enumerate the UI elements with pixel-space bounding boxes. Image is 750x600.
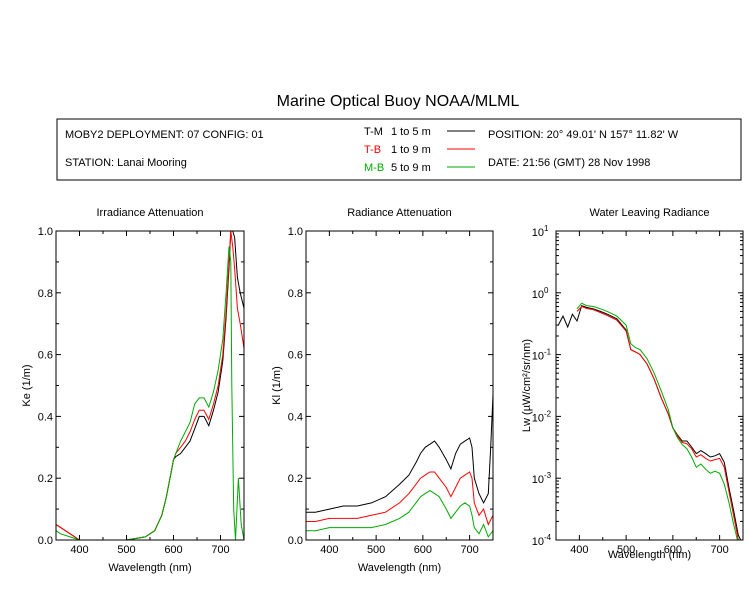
station-label: STATION: Lanai Mooring	[65, 157, 187, 169]
y-tick-base: 10	[532, 351, 544, 363]
x-tick-label: 700	[460, 544, 478, 556]
series-line-t-m	[56, 231, 244, 540]
y-tick-label: 10	[532, 351, 544, 363]
plot-frame	[55, 230, 245, 541]
series-line-t-b	[576, 305, 739, 540]
y-tick-base: 10	[532, 536, 544, 548]
series-line-m-b	[306, 490, 493, 538]
series-line-m-b	[56, 246, 244, 540]
y-axis-label: Ke (1/m)	[21, 364, 33, 406]
y-tick-label: 10	[532, 227, 544, 239]
y-tick-exponent: 0	[544, 286, 549, 295]
x-tick-label: 500	[367, 544, 385, 556]
y-tick-label: 0.0	[38, 535, 53, 547]
y-tick-label: 1.0	[38, 226, 53, 238]
x-tick-label: 400	[570, 544, 588, 556]
chart-panel-1: Irradiance Attenuation 400 500 600 700 0.0 0.2…	[21, 207, 245, 574]
series-group	[306, 394, 493, 538]
panel-title: Water Leaving Radiance	[589, 207, 709, 219]
y-tick-exponent: -3	[544, 471, 552, 480]
x-axis-label: Wavelength (nm)	[108, 562, 191, 574]
series-line-t-m	[557, 304, 742, 540]
x-tick-label: 600	[164, 544, 182, 556]
legend-range-m-b: 5 to 9 m	[391, 162, 431, 174]
y-tick-exponent: -4	[544, 533, 552, 542]
panel-title: Irradiance Attenuation	[96, 207, 203, 219]
chart-panels: Irradiance Attenuation 400 500 600 700 0.0 0.2…	[21, 207, 744, 574]
legend-range-t-m: 1 to 5 m	[391, 126, 431, 138]
x-tick-label: 500	[117, 544, 135, 556]
y-tick-label: 10	[532, 536, 544, 548]
date-label: DATE: 21:56 (GMT) 28 Nov 1998	[488, 157, 650, 169]
y-tick-label: 1.0	[288, 226, 303, 238]
legend: T-M 1 to 5 m T-B 1 to 9 m M-B 5 to 9 m	[364, 126, 475, 174]
series-line-m-b	[576, 302, 738, 540]
y-tick-label: 10	[532, 289, 544, 301]
position-label: POSITION: 20° 49.01' N 157° 11.82' W	[488, 129, 679, 141]
y-tick-label: 0.8	[288, 288, 303, 300]
x-tick-label: 500	[617, 544, 635, 556]
info-box: MOBY2 DEPLOYMENT: 07 CONFIG: 01 STATION:…	[56, 118, 742, 181]
x-tick-label: 700	[710, 544, 728, 556]
x-tick-label: 400	[320, 544, 338, 556]
y-tick-base: 10	[532, 474, 544, 486]
legend-code-t-b: T-B	[364, 144, 381, 156]
y-tick-label: 0.6	[38, 350, 53, 362]
y-tick-label: 0.2	[38, 473, 53, 485]
series-group	[56, 231, 244, 540]
x-tick-label: 400	[70, 544, 88, 556]
legend-range-t-b: 1 to 9 m	[391, 144, 431, 156]
y-tick-label: 0.8	[38, 288, 53, 300]
y-tick-exponent: -1	[544, 348, 552, 357]
y-tick-label: 0.2	[288, 473, 303, 485]
x-tick-label: 700	[211, 544, 229, 556]
y-tick-label: 0.4	[38, 411, 53, 423]
series-line-t-b	[56, 231, 244, 540]
chart-panel-2: Radiance Attenuation 400 500 600 700 0.0 0.2 0.…	[271, 207, 494, 574]
legend-code-t-m: T-M	[364, 126, 383, 138]
x-tick-label: 600	[414, 544, 432, 556]
y-tick-base: 10	[532, 289, 544, 301]
main-title: Marine Optical Buoy NOAA/MLML	[277, 93, 520, 110]
legend-code-m-b: M-B	[364, 162, 384, 174]
y-tick-base: 10	[532, 412, 544, 424]
y-tick-label: 10	[532, 474, 544, 486]
x-tick-label: 600	[664, 544, 682, 556]
y-tick-label: 0.4	[288, 411, 303, 423]
panel-title: Radiance Attenuation	[347, 207, 452, 219]
y-tick-label: 0.6	[288, 350, 303, 362]
y-axis-label: Lw (µW/cm²/sr/nm)	[521, 339, 533, 432]
plot-frame	[305, 230, 494, 541]
y-tick-exponent: -2	[544, 409, 552, 418]
y-tick-label: 0.0	[288, 535, 303, 547]
deployment-label: MOBY2 DEPLOYMENT: 07 CONFIG: 01	[65, 129, 264, 141]
y-tick-base: 10	[532, 227, 544, 239]
x-axis-label: Wavelength (nm)	[608, 549, 691, 561]
x-axis-label: Wavelength (nm)	[358, 562, 441, 574]
y-tick-exponent: 1	[544, 224, 549, 233]
y-tick-label: 10	[532, 412, 544, 424]
plot-frame	[555, 230, 744, 541]
series-group	[557, 302, 742, 540]
info-box-frame	[56, 118, 742, 181]
y-axis-label: Kl (1/m)	[271, 366, 283, 405]
series-line-t-m	[306, 394, 493, 513]
series-line-t-b	[306, 471, 493, 526]
